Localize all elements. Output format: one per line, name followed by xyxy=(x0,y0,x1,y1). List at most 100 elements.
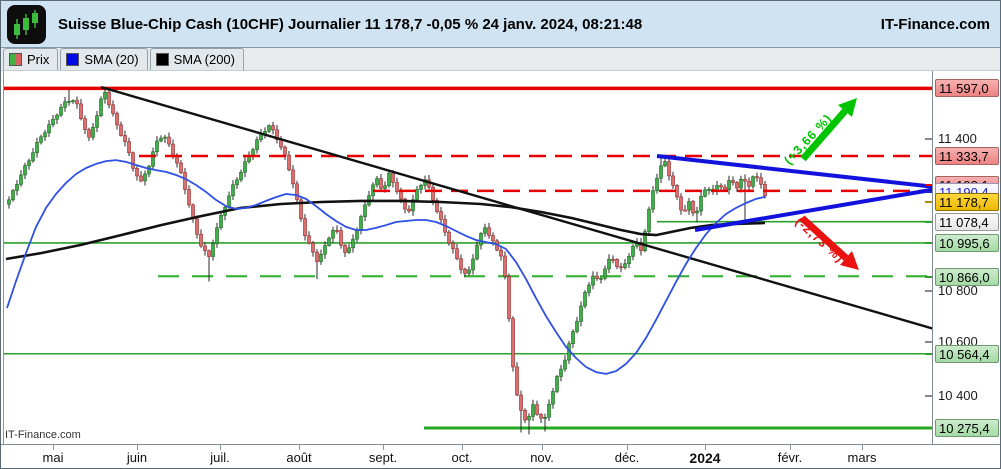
candle-up xyxy=(331,229,335,239)
candle-down xyxy=(459,258,463,270)
candle-up xyxy=(327,237,331,246)
month-label-juin: juin xyxy=(126,450,148,465)
candle-up xyxy=(155,140,159,153)
candle-down xyxy=(203,245,207,252)
legend-item-sma20[interactable]: SMA (20) xyxy=(60,48,148,70)
brand-link[interactable]: IT-Finance.com xyxy=(880,15,990,33)
candle-up xyxy=(739,178,743,189)
candle-down xyxy=(271,125,275,131)
sma20-line xyxy=(6,159,766,375)
month-tick xyxy=(137,445,138,450)
legend-item-prix[interactable]: Prix xyxy=(3,48,59,70)
candle-up xyxy=(211,243,215,257)
month-label-mai: mai xyxy=(42,450,64,465)
candle-down xyxy=(619,266,623,269)
candle-down xyxy=(111,104,115,114)
month-label-juil: juil. xyxy=(210,450,230,465)
candle-up xyxy=(471,258,475,271)
price-badge-green: 10 275,4 xyxy=(935,419,999,437)
candle-down xyxy=(439,211,443,220)
candle-up xyxy=(651,190,655,210)
candle-up xyxy=(255,139,259,150)
candle-down xyxy=(491,235,495,242)
down-arrow-head xyxy=(840,251,859,270)
candle-up xyxy=(375,178,379,186)
time-axis[interactable]: mai juin juil. août sept. oct. nov. déc. 2024 fév… xyxy=(1,444,1000,468)
candle-up xyxy=(7,199,11,205)
down-arrow-shaft xyxy=(799,215,849,261)
month-label-nov: nov. xyxy=(530,450,554,465)
candle-up xyxy=(707,189,711,191)
candle-up xyxy=(527,416,531,421)
legend-item-sma200[interactable]: SMA (200) xyxy=(149,48,244,70)
candle-up xyxy=(235,179,239,186)
candle-up xyxy=(543,417,547,419)
candle-up xyxy=(643,231,647,251)
candle-down xyxy=(83,118,87,130)
price-badge-pink: 11 597,0 xyxy=(935,79,999,97)
prix-swatch-icon xyxy=(9,53,22,66)
candle-up xyxy=(19,174,23,185)
candle-down xyxy=(463,268,467,274)
candle-down xyxy=(291,169,295,185)
candle-up xyxy=(483,227,487,234)
candle-up xyxy=(663,161,667,167)
price-badge-green: 10 866,0 xyxy=(935,268,999,286)
candle-up xyxy=(163,136,167,139)
candle-down xyxy=(731,180,735,183)
month-tick xyxy=(862,445,863,450)
candle-up xyxy=(599,277,603,280)
month-label-sept: sept. xyxy=(368,450,398,465)
candle-up xyxy=(239,171,243,181)
candle-down xyxy=(523,410,527,421)
candle-down xyxy=(75,100,79,105)
candle-up xyxy=(35,142,39,153)
candle-up xyxy=(623,263,627,268)
price-badge-white: 11 078,4 xyxy=(935,213,999,231)
month-label-mars: mars xyxy=(847,450,877,465)
candle-down xyxy=(87,129,91,138)
candle-up xyxy=(151,151,155,167)
candle-down xyxy=(691,201,695,214)
candle-up xyxy=(27,160,31,166)
candle-up xyxy=(215,227,219,244)
candle-up xyxy=(607,258,611,270)
candle-down xyxy=(503,255,507,277)
chart-canvas[interactable]: (+3,66 %)(-2,73 %) xyxy=(1,71,932,444)
candle-down xyxy=(615,259,619,268)
month-tick xyxy=(462,445,463,450)
candle-up xyxy=(563,359,567,370)
candle-down xyxy=(511,318,515,368)
price-badge-pink: 11 333,7 xyxy=(935,147,999,165)
candle-down xyxy=(135,168,139,177)
candle-down xyxy=(539,414,543,419)
candle-up xyxy=(147,165,151,175)
candle-down xyxy=(131,152,135,169)
up-arrow-label: (+3,66 %) xyxy=(781,111,835,167)
candlestick-logo-icon xyxy=(7,4,46,44)
up-arrow-shaft xyxy=(800,108,848,162)
candle-up xyxy=(583,292,587,307)
candle-down xyxy=(671,175,675,186)
candle-up xyxy=(15,184,19,191)
candle-up xyxy=(751,176,755,187)
candle-up xyxy=(43,132,47,138)
legend-label: SMA (200) xyxy=(173,52,235,67)
candle-down xyxy=(407,208,411,212)
month-tick xyxy=(627,445,628,450)
candle-up xyxy=(59,107,63,116)
candle-up xyxy=(575,321,579,332)
legend-label: SMA (20) xyxy=(84,52,139,67)
candle-down xyxy=(747,180,751,187)
candle-up xyxy=(11,190,15,201)
candle-down xyxy=(123,135,127,143)
candle-up xyxy=(55,114,59,120)
candle-down xyxy=(667,161,671,177)
candle-up xyxy=(319,253,323,262)
candle-down xyxy=(287,154,291,171)
candle-up xyxy=(559,368,563,377)
candle-up xyxy=(23,165,27,176)
triangle-upper-line xyxy=(656,154,932,189)
candle-down xyxy=(195,218,199,235)
